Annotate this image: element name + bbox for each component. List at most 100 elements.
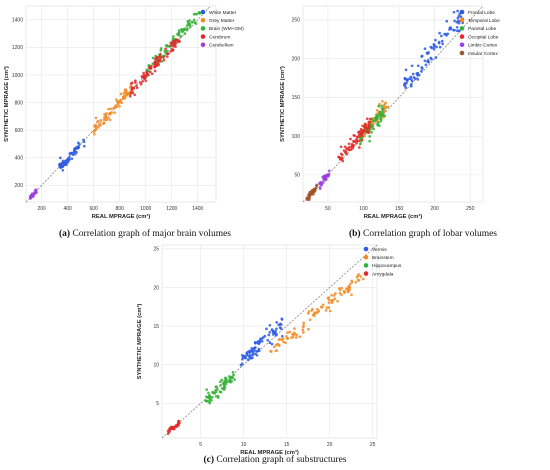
data-point xyxy=(441,42,444,46)
data-point xyxy=(159,55,162,59)
caption-a-letter: (a) xyxy=(58,229,71,239)
data-point xyxy=(330,299,334,302)
data-point xyxy=(349,137,352,141)
legend-marker xyxy=(459,17,465,23)
data-point xyxy=(366,127,370,131)
data-point xyxy=(167,52,170,55)
series-hippocampus xyxy=(204,371,236,405)
data-point xyxy=(405,81,408,85)
data-point xyxy=(370,131,373,134)
data-point xyxy=(434,38,437,42)
data-point xyxy=(359,131,363,134)
data-point xyxy=(125,93,129,97)
data-point xyxy=(342,149,346,152)
data-point xyxy=(355,275,359,279)
data-point xyxy=(278,326,282,329)
data-point xyxy=(338,291,342,295)
data-point xyxy=(109,107,113,111)
y-tick-label: 100 xyxy=(292,134,301,140)
data-point xyxy=(318,186,322,189)
data-point xyxy=(99,124,102,127)
data-point xyxy=(448,26,452,29)
data-point xyxy=(266,338,270,342)
x-tick-label: 15 xyxy=(284,442,290,448)
data-point xyxy=(438,31,441,35)
data-point xyxy=(205,395,208,399)
data-point xyxy=(291,333,295,337)
data-point xyxy=(420,66,424,69)
legend-marker xyxy=(200,42,206,48)
data-point xyxy=(178,421,181,425)
data-point xyxy=(191,20,194,24)
data-point xyxy=(31,195,35,198)
data-point xyxy=(183,32,187,35)
series-limbic-cortex xyxy=(318,169,331,190)
y-axis-label: SYNTHETIC MPRAGE (cm³) xyxy=(279,66,286,142)
data-point xyxy=(92,130,96,134)
x-axis-label: REAL MPRAGE (cm³) xyxy=(240,449,299,456)
data-point xyxy=(362,129,366,133)
legend-label: Limbic Cortex xyxy=(468,43,498,49)
data-point xyxy=(308,193,311,197)
data-point xyxy=(435,45,438,49)
data-point xyxy=(298,335,302,339)
data-point xyxy=(174,424,178,427)
data-point xyxy=(169,50,173,53)
data-point xyxy=(255,353,259,357)
data-point xyxy=(440,34,443,38)
data-point xyxy=(214,394,218,398)
data-point xyxy=(93,124,97,127)
data-point xyxy=(207,394,211,398)
data-point xyxy=(302,324,305,327)
data-point xyxy=(336,299,339,303)
data-point xyxy=(130,88,134,92)
data-point xyxy=(323,177,327,181)
data-point xyxy=(220,378,224,382)
data-point xyxy=(165,49,169,53)
data-point xyxy=(277,338,281,342)
data-point xyxy=(383,114,387,118)
data-point xyxy=(375,116,379,119)
data-point xyxy=(345,147,348,150)
data-point xyxy=(379,113,383,117)
data-point xyxy=(378,110,382,114)
data-point xyxy=(369,117,372,121)
data-point xyxy=(316,307,319,311)
data-point xyxy=(437,41,441,45)
legend-label: Brain (WM+GM) xyxy=(209,26,244,32)
data-point xyxy=(420,69,423,73)
data-point xyxy=(150,72,154,76)
data-point xyxy=(410,79,414,83)
data-point xyxy=(377,104,381,108)
scatter-chart-b: 50 100 150 200 250 50 100 150 200 250 REAL MPRAGE … xyxy=(279,5,500,220)
data-point xyxy=(209,396,212,400)
data-point xyxy=(341,159,345,163)
legend-label: Temporal Lobe xyxy=(468,18,500,24)
data-point xyxy=(432,43,436,46)
data-point xyxy=(355,141,358,145)
data-point xyxy=(185,27,189,31)
data-point xyxy=(337,287,341,290)
data-point xyxy=(219,380,222,384)
data-point xyxy=(280,334,284,338)
x-axis-label: REAL MPRAGE (cm³) xyxy=(364,213,423,220)
data-point xyxy=(76,146,79,150)
data-point xyxy=(168,428,171,431)
data-point xyxy=(145,70,148,74)
y-tick-label: 250 xyxy=(292,18,301,24)
data-point xyxy=(332,294,336,297)
data-point xyxy=(72,149,76,153)
data-point xyxy=(423,59,427,63)
data-point xyxy=(307,310,311,313)
data-point xyxy=(241,357,244,361)
series-amygdala xyxy=(166,419,181,435)
x-tick-label: 800 xyxy=(116,206,125,212)
data-point xyxy=(34,191,38,195)
data-point xyxy=(159,52,162,56)
data-point xyxy=(140,75,144,78)
caption-b-text: Correlation graph of lobar volumes xyxy=(362,229,498,239)
data-point xyxy=(65,161,69,164)
data-point xyxy=(404,86,408,90)
data-point xyxy=(427,60,430,64)
data-point xyxy=(438,45,442,49)
